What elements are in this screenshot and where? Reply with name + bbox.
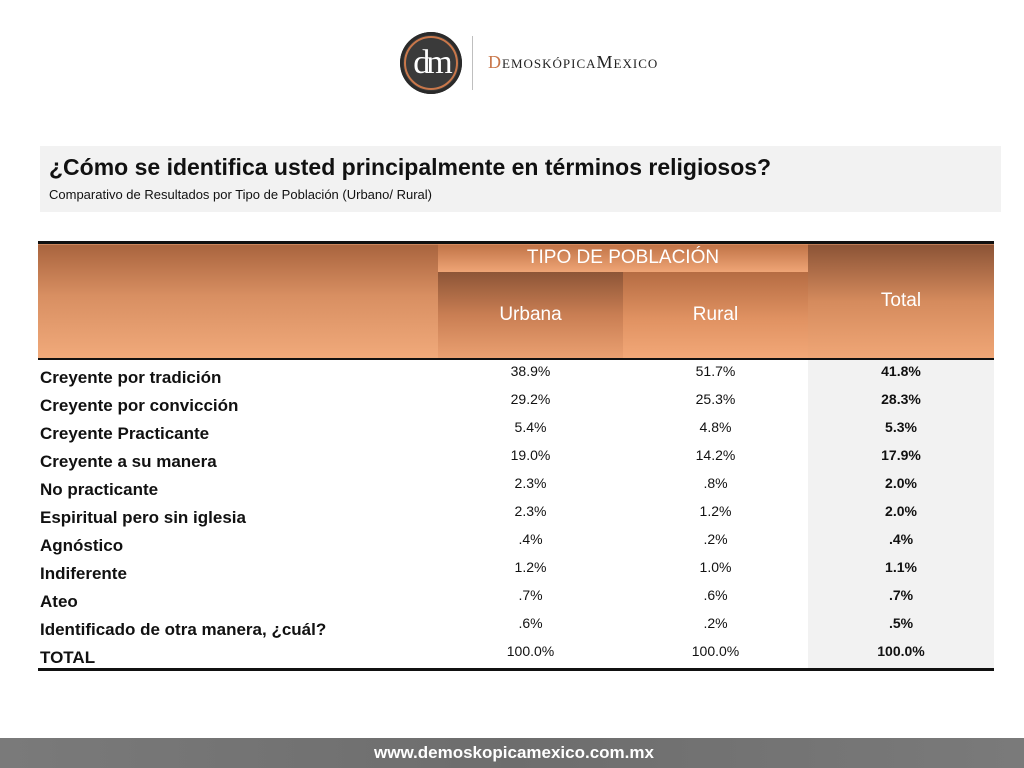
- results-table: TIPO DE POBLACIÓN Total Urbana Rural Cre…: [38, 241, 994, 671]
- footer-url: www.demoskopicamexico.com.mx: [374, 743, 654, 762]
- table-row: Espiritual pero sin iglesia 2.3% 1.2% 2.0%: [38, 500, 994, 528]
- logo-wordmark: DEMOSKÓPICAMΕΧΙCO: [488, 52, 659, 72]
- table-row: Ateo .7% .6% .7%: [38, 584, 994, 612]
- cell-total: .5%: [808, 612, 994, 640]
- logo-mark: dm: [413, 44, 453, 81]
- cell-urbana: 2.3%: [438, 500, 623, 528]
- cell-urbana: 100.0%: [438, 640, 623, 670]
- cell-total: 17.9%: [808, 444, 994, 472]
- cell-rural: 1.0%: [623, 556, 808, 584]
- cell-total: .4%: [808, 528, 994, 556]
- cell-urbana: .7%: [438, 584, 623, 612]
- cell-rural: .2%: [623, 612, 808, 640]
- row-label: Creyente Practicante: [38, 416, 438, 444]
- table-row: Agnóstico .4% .2% .4%: [38, 528, 994, 556]
- cell-total: 2.0%: [808, 500, 994, 528]
- cell-rural: 100.0%: [623, 640, 808, 670]
- cell-total: 5.3%: [808, 416, 994, 444]
- page-title: ¿Cómo se identifica usted principalmente…: [49, 154, 772, 180]
- group-header: TIPO DE POBLACIÓN: [438, 242, 808, 272]
- cell-rural: 25.3%: [623, 388, 808, 416]
- cell-total: 41.8%: [808, 359, 994, 388]
- cell-total: 100.0%: [808, 640, 994, 670]
- table-row: Identificado de otra manera, ¿cuál? .6% .2…: [38, 612, 994, 640]
- cell-rural: 14.2%: [623, 444, 808, 472]
- column-header-total: Total: [808, 242, 994, 360]
- cell-rural: 51.7%: [623, 359, 808, 388]
- title-box: ¿Cómo se identifica usted principalmente…: [40, 146, 1001, 212]
- cell-urbana: 19.0%: [438, 444, 623, 472]
- brand-logo: dm DEMOSKÓPICAMΕΧΙCO: [400, 32, 662, 96]
- table-row: Creyente por tradición 38.9% 51.7% 41.8%: [38, 359, 994, 388]
- cell-total: 2.0%: [808, 472, 994, 500]
- row-label: Identificado de otra manera, ¿cuál?: [38, 612, 438, 640]
- cell-rural: .6%: [623, 584, 808, 612]
- table-row: Creyente por convicción 29.2% 25.3% 28.3%: [38, 388, 994, 416]
- row-label: Creyente por tradición: [38, 359, 438, 388]
- row-label: Agnóstico: [38, 528, 438, 556]
- cell-urbana: .6%: [438, 612, 623, 640]
- cell-urbana: 38.9%: [438, 359, 623, 388]
- row-label: Ateo: [38, 584, 438, 612]
- cell-rural: 4.8%: [623, 416, 808, 444]
- header-blank-cell: [38, 242, 438, 360]
- cell-total: 1.1%: [808, 556, 994, 584]
- column-header-urbana: Urbana: [438, 272, 623, 360]
- table-row: Creyente a su manera 19.0% 14.2% 17.9%: [38, 444, 994, 472]
- table-row: Indiferente 1.2% 1.0% 1.1%: [38, 556, 994, 584]
- cell-urbana: 29.2%: [438, 388, 623, 416]
- logo-divider: [472, 36, 473, 90]
- cell-total: 28.3%: [808, 388, 994, 416]
- column-header-rural: Rural: [623, 272, 808, 360]
- results-table-wrap: TIPO DE POBLACIÓN Total Urbana Rural Cre…: [38, 241, 994, 671]
- table-row: Creyente Practicante 5.4% 4.8% 5.3%: [38, 416, 994, 444]
- cell-urbana: .4%: [438, 528, 623, 556]
- row-label: Espiritual pero sin iglesia: [38, 500, 438, 528]
- page-subtitle: Comparativo de Resultados por Tipo de Po…: [49, 187, 432, 202]
- cell-rural: .8%: [623, 472, 808, 500]
- cell-rural: 1.2%: [623, 500, 808, 528]
- table-row: TOTAL 100.0% 100.0% 100.0%: [38, 640, 994, 670]
- cell-urbana: 2.3%: [438, 472, 623, 500]
- row-label: Creyente por convicción: [38, 388, 438, 416]
- cell-urbana: 1.2%: [438, 556, 623, 584]
- cell-rural: .2%: [623, 528, 808, 556]
- row-label: TOTAL: [38, 640, 438, 670]
- cell-total: .7%: [808, 584, 994, 612]
- table-row: No practicante 2.3% .8% 2.0%: [38, 472, 994, 500]
- row-label: No practicante: [38, 472, 438, 500]
- cell-urbana: 5.4%: [438, 416, 623, 444]
- row-label: Indiferente: [38, 556, 438, 584]
- row-label: Creyente a su manera: [38, 444, 438, 472]
- logo-emblem: dm: [400, 32, 462, 94]
- footer-bar: www.demoskopicamexico.com.mx: [0, 738, 1024, 768]
